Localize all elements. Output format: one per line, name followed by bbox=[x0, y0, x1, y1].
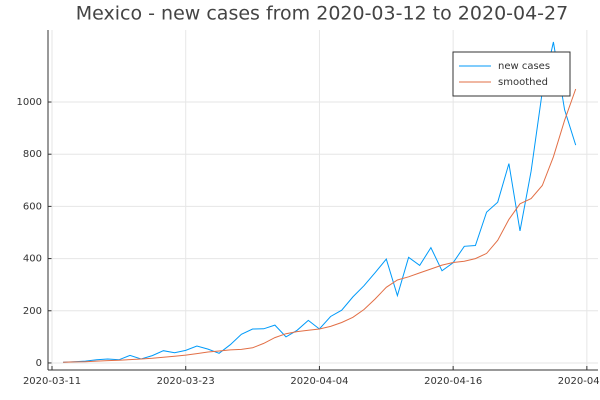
legend-label: smoothed bbox=[498, 77, 548, 88]
legend-label: new cases bbox=[498, 61, 550, 72]
legend-box bbox=[452, 51, 571, 97]
y-tick-label: 600 bbox=[23, 201, 42, 212]
x-tick-label: 2020-03-11 bbox=[23, 376, 81, 387]
y-tick-label: 200 bbox=[23, 306, 42, 317]
y-tick-label: 1000 bbox=[17, 97, 42, 108]
y-tick-label: 800 bbox=[23, 149, 42, 160]
y-tick-label: 0 bbox=[36, 358, 42, 369]
x-tick-label: 2020-04-16 bbox=[424, 376, 482, 387]
x-tick-label: 2020-03-23 bbox=[157, 376, 215, 387]
series-line bbox=[63, 88, 577, 363]
x-tick-label: 2020-04-04 bbox=[290, 376, 348, 387]
chart-title: Mexico - new cases from 2020-03-12 to 20… bbox=[76, 3, 568, 25]
x-tick-label: 2020-04-28 bbox=[558, 376, 600, 387]
y-tick-label: 400 bbox=[23, 254, 42, 265]
